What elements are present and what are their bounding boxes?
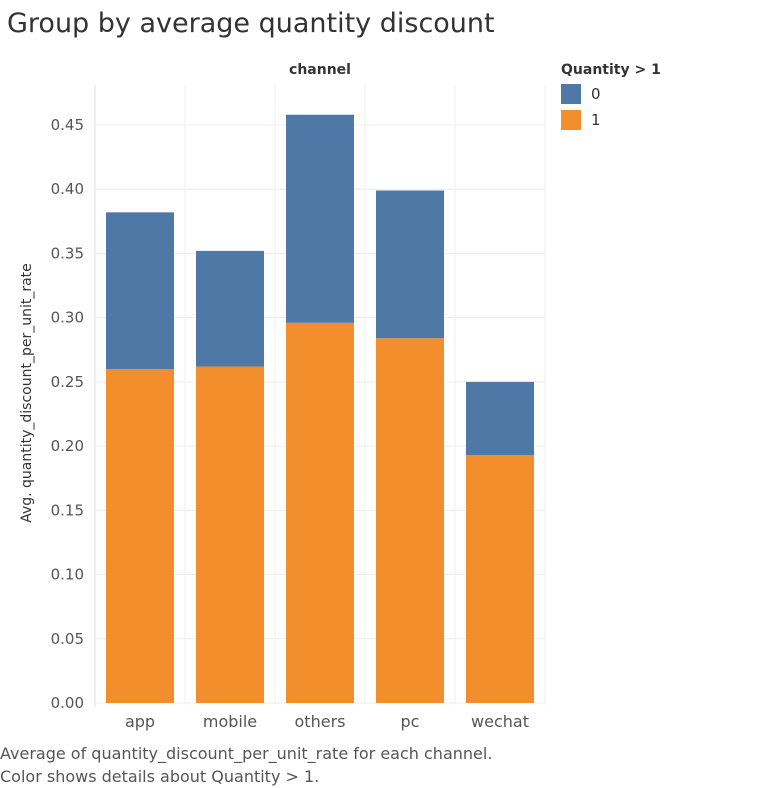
legend-label-1: 1 bbox=[591, 111, 601, 129]
bar-others-series-0 bbox=[286, 114, 354, 323]
y-tick-label: 0.20 bbox=[51, 437, 84, 455]
y-tick-label: 0.30 bbox=[51, 309, 84, 327]
y-tick-label: 0.15 bbox=[51, 501, 84, 519]
bar-app-series-0 bbox=[106, 212, 174, 370]
y-tick-label: 0.00 bbox=[51, 694, 84, 712]
y-tick-label: 0.10 bbox=[51, 566, 84, 584]
x-tick-label: others bbox=[295, 712, 346, 731]
x-tick-label: wechat bbox=[471, 712, 529, 731]
x-tick-label: mobile bbox=[203, 712, 257, 731]
caption: Average of quantity_discount_per_unit_ra… bbox=[0, 742, 492, 788]
bar-pc-series-0 bbox=[376, 190, 444, 339]
y-tick-label: 0.35 bbox=[51, 244, 84, 262]
legend-item-1[interactable]: 1 bbox=[561, 107, 661, 133]
legend-item-0[interactable]: 0 bbox=[561, 81, 661, 107]
bar-chart: 0.00 0.05 0.10 0.15 0.20 0.25 0.30 0.35 0.40 0.45… bbox=[19, 85, 546, 731]
bar-wechat-series-1 bbox=[466, 455, 534, 703]
y-tick-label: 0.45 bbox=[51, 116, 84, 134]
legend-swatch-0 bbox=[561, 84, 581, 104]
x-tick-label: pc bbox=[401, 712, 420, 731]
chart-title: Group by average quantity discount bbox=[7, 8, 495, 39]
legend-label-0: 0 bbox=[591, 85, 601, 103]
y-tick-label: 0.05 bbox=[51, 630, 84, 648]
legend: Quantity > 1 0 1 bbox=[561, 62, 661, 133]
bar-others-series-1 bbox=[286, 322, 354, 703]
caption-line-2: Color shows details about Quantity > 1. bbox=[0, 767, 320, 786]
bar-app-series-1 bbox=[106, 369, 174, 703]
y-axis-label: Avg. quantity_discount_per_unit_rate bbox=[19, 263, 35, 523]
caption-line-1: Average of quantity_discount_per_unit_ra… bbox=[0, 744, 493, 763]
bar-pc-series-1 bbox=[376, 338, 444, 703]
legend-swatch-1 bbox=[561, 110, 581, 130]
x-tick-label: app bbox=[125, 712, 155, 731]
y-tick-label: 0.40 bbox=[51, 180, 84, 198]
bar-mobile-series-1 bbox=[196, 366, 264, 703]
bar-wechat-series-0 bbox=[466, 381, 534, 456]
y-tick-label: 0.25 bbox=[51, 373, 84, 391]
column-header: channel bbox=[289, 62, 351, 78]
bar-mobile-series-0 bbox=[196, 250, 264, 367]
legend-title: Quantity > 1 bbox=[561, 62, 661, 78]
